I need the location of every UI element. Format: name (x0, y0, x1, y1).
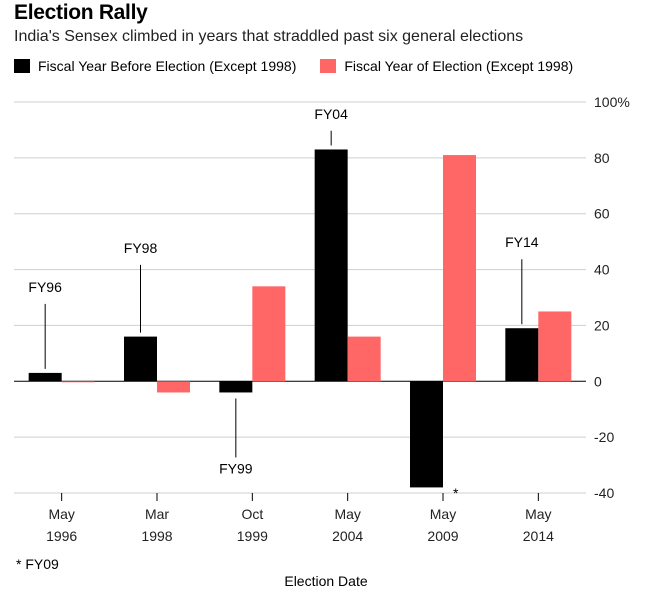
annotation-label: * (453, 485, 459, 501)
x-tick-label: Mar (145, 506, 169, 522)
annotation-label: FY04 (314, 106, 348, 122)
legend-item-before: Fiscal Year Before Election (Except 1998… (14, 58, 296, 74)
x-tick-label: 1999 (237, 528, 268, 544)
bar-election-year (252, 286, 286, 382)
y-tick-label: 60 (594, 206, 610, 222)
legend-item-of: Fiscal Year of Election (Except 1998) (320, 58, 573, 74)
bar-before-election (219, 381, 253, 393)
footnote: * FY09 (16, 556, 59, 572)
bar-before-election (314, 149, 348, 382)
y-tick-label: 0 (594, 373, 602, 389)
annotation-label: FY98 (124, 240, 158, 256)
bar-election-year (61, 381, 95, 383)
legend-label-before: Fiscal Year Before Election (Except 1998… (38, 58, 297, 74)
legend-swatch-before (14, 59, 30, 73)
chart-title: Election Rally (14, 1, 148, 24)
x-tick-label: 1998 (141, 528, 172, 544)
y-tick-label: 80 (594, 150, 610, 166)
bar-before-election (28, 372, 62, 382)
legend-label-of: Fiscal Year of Election (Except 1998) (344, 58, 574, 74)
legend: Fiscal Year Before Election (Except 1998… (14, 58, 597, 74)
y-tick-label: -40 (594, 485, 614, 501)
x-tick-label: 2014 (523, 528, 554, 544)
x-tick-label: 2009 (427, 528, 458, 544)
bar-election-year (157, 381, 190, 393)
x-axis-title: Election Date (284, 573, 368, 589)
bar-election-year (538, 311, 572, 382)
annotation-label: FY14 (505, 234, 539, 250)
chart-subtitle: India's Sensex climbed in years that str… (14, 28, 524, 45)
legend-swatch-of (320, 59, 337, 73)
annotation-label: FY96 (28, 279, 62, 295)
bar-before-election (505, 328, 539, 382)
bar-election-year (347, 336, 381, 382)
y-tick-label: 40 (594, 262, 610, 278)
x-tick-label: May (430, 506, 456, 522)
y-tick-label: 100% (594, 94, 630, 110)
y-tick-label: -20 (594, 429, 614, 445)
x-tick-label: Oct (241, 506, 263, 522)
x-tick-label: 1996 (46, 528, 77, 544)
bar-election-year (443, 155, 476, 382)
x-tick-label: May (334, 506, 360, 522)
annotation-label: FY99 (219, 460, 253, 476)
x-tick-label: May (48, 506, 74, 522)
x-tick-label: May (525, 506, 551, 522)
bar-before-election (410, 381, 443, 488)
y-tick-label: 20 (594, 317, 610, 333)
bar-before-election (124, 336, 157, 382)
x-tick-label: 2004 (332, 528, 363, 544)
